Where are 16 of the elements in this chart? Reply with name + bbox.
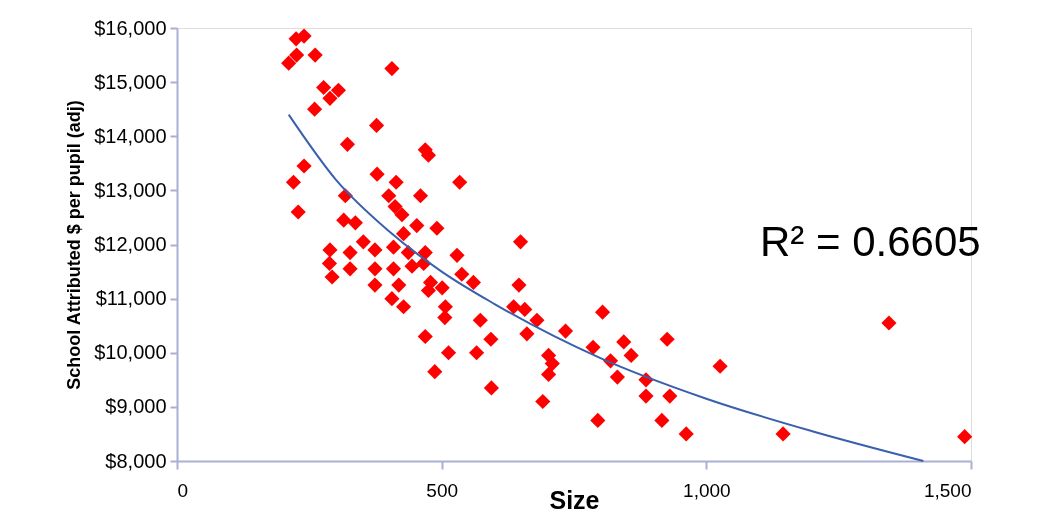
x-axis-title: Size [549,485,600,512]
y-tick-label: $10,000 [94,341,167,364]
y-tick-label: $16,000 [94,16,167,39]
annotation: R² = 0.6605 [760,218,981,265]
y-tick-label: $14,000 [94,124,167,147]
y-tick-label: $13,000 [94,178,167,201]
y-tick-label: $12,000 [94,233,167,255]
y-tick-label: $9,000 [105,395,167,418]
y-axis-title: School Attributed $ per pupil (adj) [64,100,85,390]
y-tick-label: $8,000 [105,449,167,472]
x-tick-label: 1,500 [923,479,972,501]
x-tick-label: 0 [177,479,189,501]
x-tick-label: 500 [426,479,459,501]
y-tick-label: $11,000 [95,287,167,310]
x-tick-label: 1,000 [683,479,731,501]
y-tick-label: $15,000 [94,70,167,93]
